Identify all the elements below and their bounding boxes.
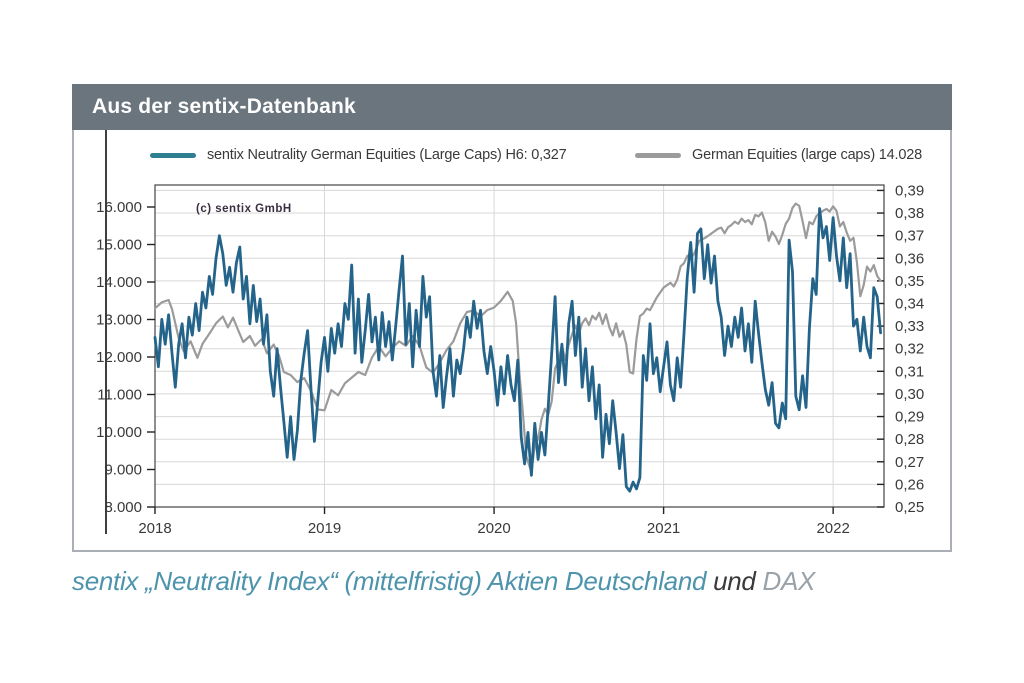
x-axis-tick-label: 2018	[138, 520, 171, 537]
left-axis-tick-label: 10.000	[96, 424, 142, 441]
copyright-watermark: (c) sentix GmbH	[196, 203, 292, 215]
legend-item-german-equities: German Equities (large caps) 14.028	[635, 144, 922, 166]
right-axis-tick-label: 0,25	[895, 499, 924, 516]
right-axis-tick-label: 0,32	[895, 341, 924, 358]
right-axis-tick-label: 0,29	[895, 409, 924, 426]
left-axis-tick-label: 14.000	[96, 274, 142, 291]
card-title: Aus der sentix-Datenbank	[92, 95, 356, 118]
right-axis-tick-label: 0,33	[895, 318, 924, 335]
right-axis-tick-label: 0,36	[895, 250, 924, 267]
left-axis-tick-label: 12.000	[96, 349, 142, 366]
x-axis-tick-label: 2022	[816, 520, 849, 537]
left-axis-tick-label: 13.000	[96, 312, 142, 329]
x-axis-tick-label: 2021	[647, 520, 680, 537]
right-axis-tick-label: 0,26	[895, 476, 924, 493]
left-axis-tick-label: 8.000	[104, 499, 142, 516]
neutrality-line-swatch	[150, 152, 196, 158]
right-axis-tick-label: 0,31	[895, 363, 924, 380]
left-axis-tick-label: 11.000	[97, 387, 142, 404]
right-axis-tick-label: 0,37	[895, 228, 924, 245]
right-axis-tick-label: 0,28	[895, 431, 924, 448]
caption-dax-text: DAX	[762, 566, 816, 596]
right-axis-tick-label: 0,30	[895, 386, 924, 403]
right-axis-tick-label: 0,38	[895, 205, 924, 222]
x-axis-tick-label: 2019	[308, 520, 341, 537]
sentix-chart-card: Aus der sentix-Datenbank 16.000 15.000 14.…	[72, 84, 952, 552]
caption-main-text: sentix „Neutrality Index“ (mittelfristig…	[72, 566, 714, 596]
series-line-left	[153, 202, 882, 474]
decorative-vertical-line	[105, 130, 107, 534]
legend-item-neutrality: sentix Neutrality German Equities (Large…	[150, 144, 567, 166]
left-axis-tick-label: 16.000	[96, 199, 142, 216]
neutrality-legend-label: sentix Neutrality German Equities (Large…	[207, 147, 567, 163]
right-axis-tick-label: 0,34	[895, 295, 924, 312]
right-axis-tick-label: 0,35	[895, 273, 924, 290]
left-axis-tick-label: 9.000	[104, 462, 142, 479]
german-equities-line-swatch	[635, 152, 681, 158]
caption: sentix „Neutrality Index“ (mittelfristig…	[72, 566, 972, 597]
series-line-right	[153, 207, 882, 493]
right-axis-tick-label: 0,27	[895, 454, 924, 471]
right-axis-tick-label: 0,39	[895, 182, 924, 199]
left-axis-tick-label: 15.000	[96, 237, 142, 254]
caption-und-text: und	[713, 566, 763, 596]
chart-svg: 16.000 15.000 14.000 13.000 12.000 11.000 10.0…	[96, 182, 924, 537]
chart-area: 16.000 15.000 14.000 13.000 12.000 11.000 10.0…	[72, 130, 952, 552]
german-equities-legend-label: German Equities (large caps) 14.028	[692, 147, 922, 163]
x-axis-tick-label: 2020	[477, 520, 510, 537]
card-header: Aus der sentix-Datenbank	[72, 84, 952, 130]
